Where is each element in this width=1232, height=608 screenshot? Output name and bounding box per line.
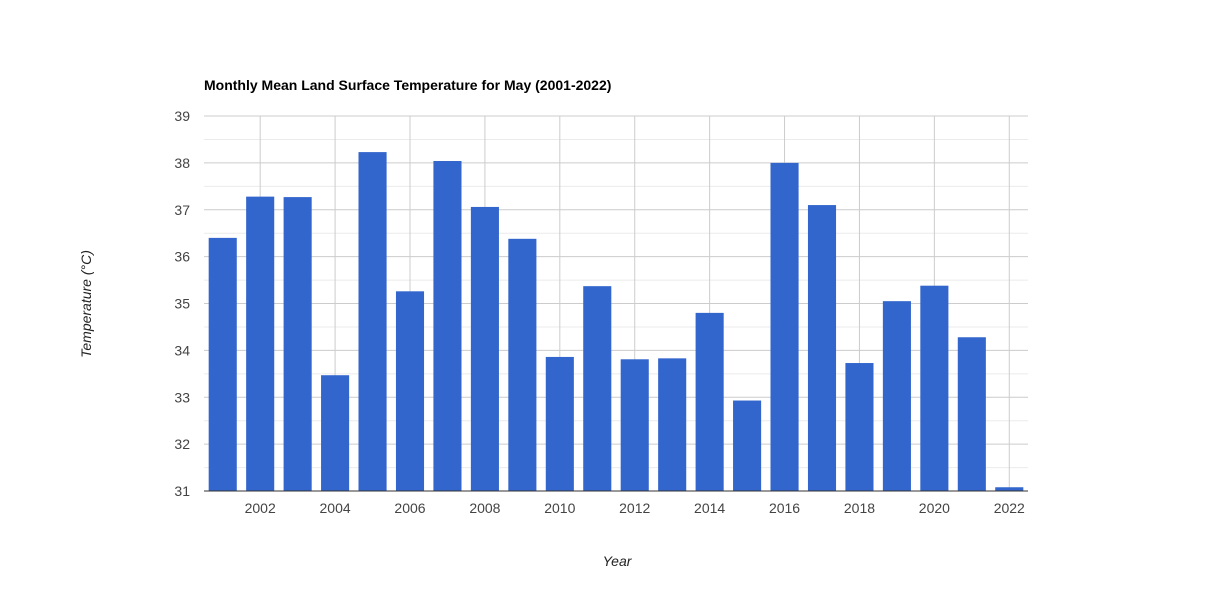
- bar-2015: [733, 400, 762, 491]
- x-tick-label: 2018: [844, 500, 875, 516]
- bar-2002: [246, 196, 275, 491]
- x-tick-label: 2012: [619, 500, 650, 516]
- y-tick-label: 36: [174, 249, 190, 265]
- bar-2005: [358, 152, 387, 491]
- y-axis-ticks: 31 32 33 34 35 36 37 38 39: [174, 108, 190, 499]
- bar-2007: [433, 161, 462, 491]
- y-tick-label: 31: [174, 483, 190, 499]
- bars: [208, 152, 1024, 491]
- x-tick-label: 2016: [769, 500, 800, 516]
- bar-2022: [995, 487, 1024, 491]
- bar-2001: [208, 237, 237, 491]
- x-tick-label: 2004: [320, 500, 351, 516]
- bar-2009: [508, 238, 537, 491]
- bar-2003: [283, 197, 312, 491]
- x-tick-label: 2008: [469, 500, 500, 516]
- x-axis-ticks: 2002 2004 2006 2008 2010 2012 2014 2016 2018 2020…: [245, 500, 1025, 516]
- bar-2014: [695, 312, 724, 491]
- y-tick-label: 34: [174, 342, 190, 358]
- bar-2004: [321, 375, 350, 491]
- x-tick-label: 2002: [245, 500, 276, 516]
- bar-2016: [770, 162, 799, 491]
- bar-2019: [882, 301, 911, 491]
- bar-2006: [395, 291, 425, 491]
- y-tick-label: 32: [174, 436, 190, 452]
- y-tick-label: 37: [174, 202, 190, 218]
- chart-title: Monthly Mean Land Surface Temperature fo…: [204, 77, 611, 93]
- bar-2008: [470, 206, 499, 491]
- x-tick-label: 2010: [544, 500, 575, 516]
- x-tick-label: 2006: [394, 500, 425, 516]
- bar-2011: [583, 286, 612, 491]
- bar-2020: [920, 285, 949, 491]
- bar-2017: [807, 205, 837, 491]
- y-tick-label: 35: [174, 296, 190, 312]
- x-axis-title: Year: [603, 553, 633, 569]
- bar-2021: [957, 337, 986, 491]
- y-tick-label: 39: [174, 108, 190, 124]
- y-axis-title: Temperature (°C): [78, 250, 94, 358]
- bar-2018: [845, 363, 874, 491]
- y-tick-label: 33: [174, 389, 190, 405]
- bar-2012: [620, 359, 649, 491]
- x-tick-label: 2022: [994, 500, 1025, 516]
- bar-2010: [545, 356, 574, 491]
- y-tick-label: 38: [174, 155, 190, 171]
- x-tick-label: 2020: [919, 500, 950, 516]
- x-tick-label: 2014: [694, 500, 725, 516]
- bar-2013: [658, 358, 687, 491]
